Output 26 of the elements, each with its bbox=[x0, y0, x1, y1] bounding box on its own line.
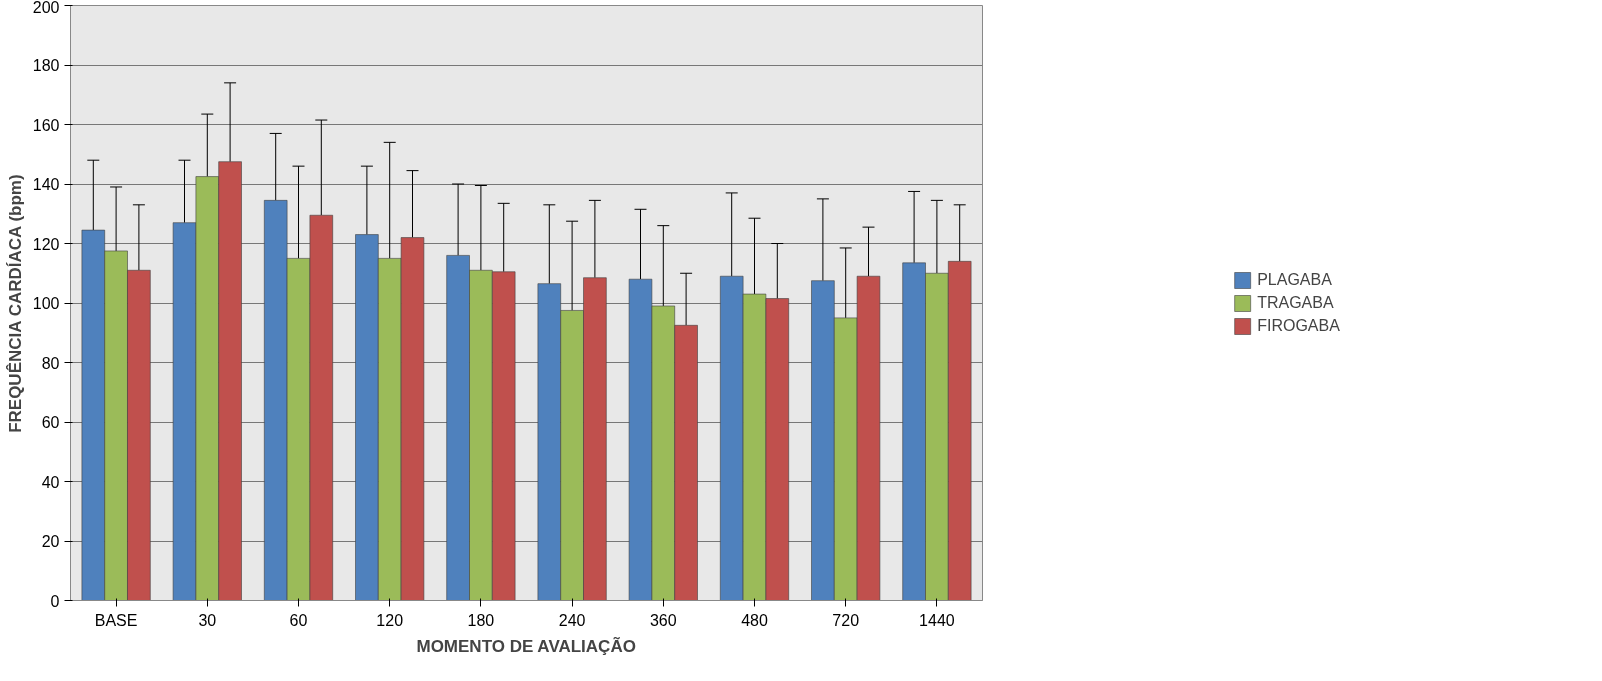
x-tick-label: 1440 bbox=[919, 611, 955, 629]
y-axis-title: FREQUÊNCIA CARDÍACA (bpm) bbox=[5, 174, 25, 433]
y-tick-label: 20 bbox=[41, 533, 60, 550]
x-tick-label: 360 bbox=[649, 611, 677, 629]
y-tick-label: 0 bbox=[50, 592, 60, 610]
x-tick-label: 60 bbox=[289, 611, 308, 629]
x-tick-label: 720 bbox=[832, 611, 860, 629]
x-tick-label: 30 bbox=[198, 611, 217, 629]
x-tick-label: 180 bbox=[467, 611, 495, 629]
x-tick-label: 240 bbox=[558, 611, 586, 629]
x-tick-label: 120 bbox=[376, 611, 404, 629]
y-tick-label: 80 bbox=[41, 354, 60, 372]
y-tick-label: 120 bbox=[32, 235, 60, 253]
x-tick-label: BASE bbox=[94, 611, 138, 629]
y-tick-label: 200 bbox=[32, 0, 60, 16]
legend-label: PLAGABA bbox=[1257, 270, 1332, 289]
x-tick-label: 480 bbox=[741, 611, 768, 629]
legend-label: FIROGABA bbox=[1257, 316, 1340, 335]
y-tick-label: 40 bbox=[41, 473, 60, 491]
y-tick-label: 60 bbox=[41, 414, 60, 431]
legend-label: TRAGABA bbox=[1257, 293, 1334, 312]
x-axis-title: MOMENTO DE AVALIAÇÃO bbox=[416, 635, 636, 656]
y-tick-label: 140 bbox=[32, 176, 60, 193]
y-tick-label: 180 bbox=[32, 57, 60, 74]
y-tick-label: 100 bbox=[32, 295, 60, 312]
y-tick-label: 160 bbox=[32, 116, 60, 134]
